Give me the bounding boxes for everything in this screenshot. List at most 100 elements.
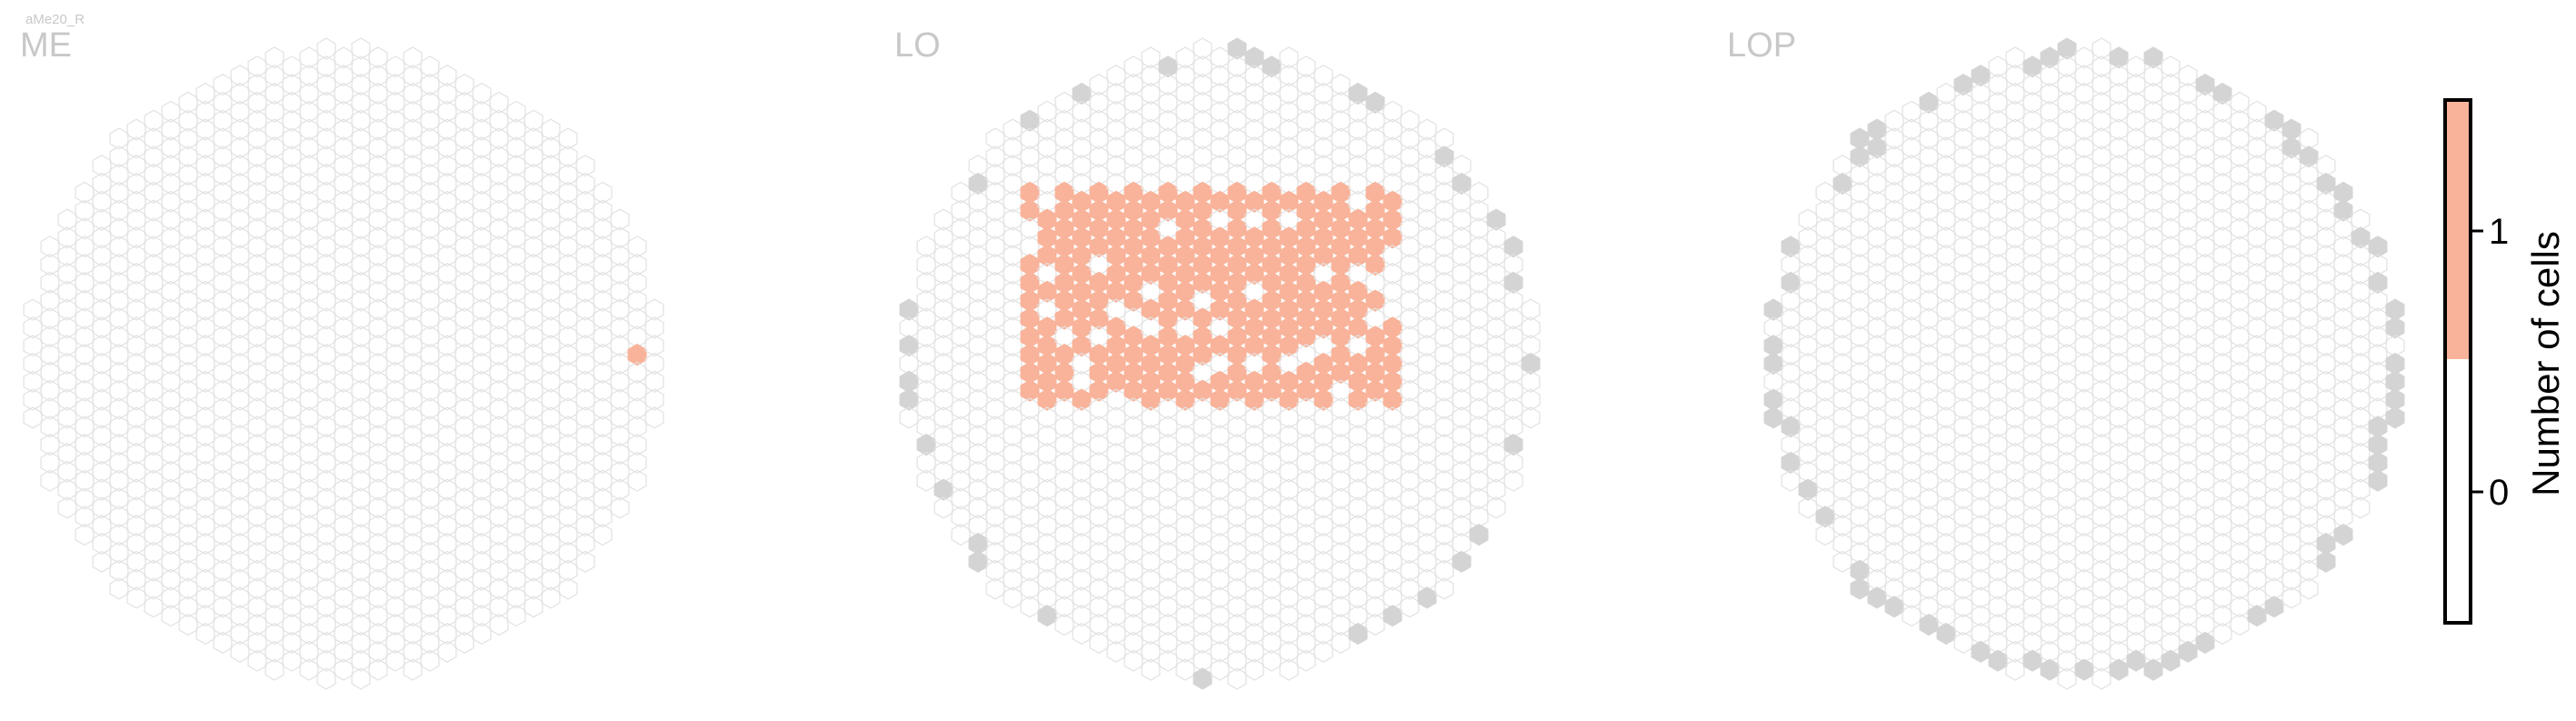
hex-cell-empty: [2212, 496, 2232, 519]
hex-cell-empty: [334, 605, 354, 627]
hex-cell-empty: [1884, 164, 1904, 186]
hex-cell-empty: [368, 155, 388, 177]
hex-cell-empty: [1469, 469, 1489, 492]
hex-cell-empty: [403, 316, 423, 339]
hex-cell-empty: [2040, 65, 2060, 87]
hex-cell-empty: [282, 235, 302, 258]
hex-cell-empty: [230, 190, 250, 213]
hex-cell-empty: [282, 344, 302, 366]
hex-cell-empty: [178, 506, 198, 528]
hex-cell-empty: [316, 307, 336, 330]
hex-cell-empty: [2057, 235, 2077, 258]
hex-cell-empty: [92, 298, 112, 321]
hex-cell-empty: [213, 74, 233, 96]
hex-cell-empty: [1884, 469, 1904, 492]
hex-cell-empty: [1020, 127, 1040, 150]
hex-cell-empty: [2005, 298, 2025, 321]
hex-cell-empty: [230, 298, 250, 321]
hex-cell-empty: [265, 425, 285, 447]
hex-cell-empty: [2161, 577, 2181, 600]
hex-cell-boundary: [1227, 37, 1247, 60]
hex-cell-empty: [1279, 605, 1299, 627]
hex-cell-empty: [1106, 496, 1126, 519]
hex-cell-empty: [403, 280, 423, 303]
hex-cell-empty: [2161, 397, 2181, 420]
hex-cell-empty: [1953, 469, 1973, 492]
hex-cell-empty: [437, 532, 457, 556]
hex-cell-empty: [1037, 460, 1057, 483]
hex-cell-empty: [385, 397, 405, 420]
hex-cell-empty: [472, 478, 492, 501]
hex-cell-empty: [420, 506, 440, 528]
hex-cell-empty: [1971, 515, 1991, 537]
hex-cell-empty: [247, 145, 267, 168]
hex-cell-empty: [1417, 550, 1437, 573]
hex-cell-empty: [1832, 352, 1852, 376]
hex-cell-empty: [506, 550, 526, 573]
hex-cell-empty: [472, 460, 492, 483]
panel-me: ME: [20, 26, 664, 690]
hex-cell-empty: [1884, 361, 1904, 384]
hex-cell-empty: [2040, 155, 2060, 177]
hex-cell-empty: [299, 370, 319, 393]
hex-cell-empty: [368, 226, 388, 249]
hex-cell-empty: [2005, 208, 2025, 231]
hex-cell-empty: [1815, 361, 1835, 384]
hex-cell-empty: [195, 568, 215, 591]
hex-cell-empty: [75, 506, 95, 528]
hex-cell-empty: [489, 506, 509, 528]
hex-cell-empty: [334, 532, 354, 556]
hex-cell-empty: [1902, 298, 1922, 321]
hex-cell-empty: [2161, 487, 2181, 510]
hex-cell-empty: [2005, 442, 2025, 466]
hex-cell-empty: [2074, 496, 2094, 519]
hex-cell-empty: [1971, 262, 1991, 285]
hex-cell-empty: [2040, 460, 2060, 483]
hex-cell-empty: [541, 370, 561, 393]
hex-cell-empty: [1867, 550, 1887, 573]
hex-cell-empty: [144, 127, 164, 150]
hex-cell-empty: [558, 487, 578, 510]
hex-cell-empty: [437, 425, 457, 447]
hex-cell-empty: [40, 451, 60, 474]
hex-cell-empty: [1815, 307, 1835, 330]
hex-cell-empty: [2195, 127, 2215, 150]
hex-cell-empty: [2092, 559, 2112, 582]
hex-cell-empty: [506, 155, 526, 177]
hex-cell-empty: [1227, 487, 1247, 510]
hex-cell-empty: [2281, 406, 2301, 429]
hex-cell-boundary: [1781, 235, 1801, 258]
hex-cell-empty: [454, 199, 474, 222]
hex-cell-empty: [2299, 307, 2319, 330]
hex-cell-empty: [1815, 469, 1835, 492]
hex-cell-empty: [299, 388, 319, 411]
hex-cell-empty: [541, 262, 561, 285]
hex-cell-empty: [1936, 388, 1956, 411]
hex-cell-empty: [472, 245, 492, 267]
hex-cell-empty: [1919, 254, 1939, 276]
hex-cell-empty: [126, 496, 146, 519]
hex-cell-empty: [1988, 55, 2008, 78]
hex-cell-empty: [57, 370, 77, 393]
hex-cell-empty: [1867, 208, 1887, 231]
hex-cell-empty: [489, 289, 509, 312]
hex-cell-empty: [1936, 568, 1956, 591]
hex-cell-empty: [1953, 271, 1973, 294]
hex-cell-empty: [368, 496, 388, 519]
hex-cell-empty: [1400, 344, 1420, 366]
hex-cell-empty: [2195, 524, 2215, 546]
hex-cell-empty: [2092, 74, 2112, 96]
hex-cell-empty: [161, 208, 181, 231]
hex-cell-empty: [2212, 335, 2232, 357]
hex-cell-empty: [368, 442, 388, 466]
hex-cell-empty: [161, 496, 181, 519]
hex-cell-empty: [385, 487, 405, 510]
hex-cell-empty: [2126, 145, 2146, 168]
hex-cell-empty: [1383, 478, 1403, 501]
hex-cell-empty: [2057, 109, 2077, 132]
hex-cell-empty: [1054, 127, 1074, 150]
hex-cell-empty: [541, 532, 561, 556]
hex-cell-empty: [968, 208, 988, 231]
hex-cell-empty: [2126, 451, 2146, 474]
hex-cell-empty: [40, 271, 60, 294]
